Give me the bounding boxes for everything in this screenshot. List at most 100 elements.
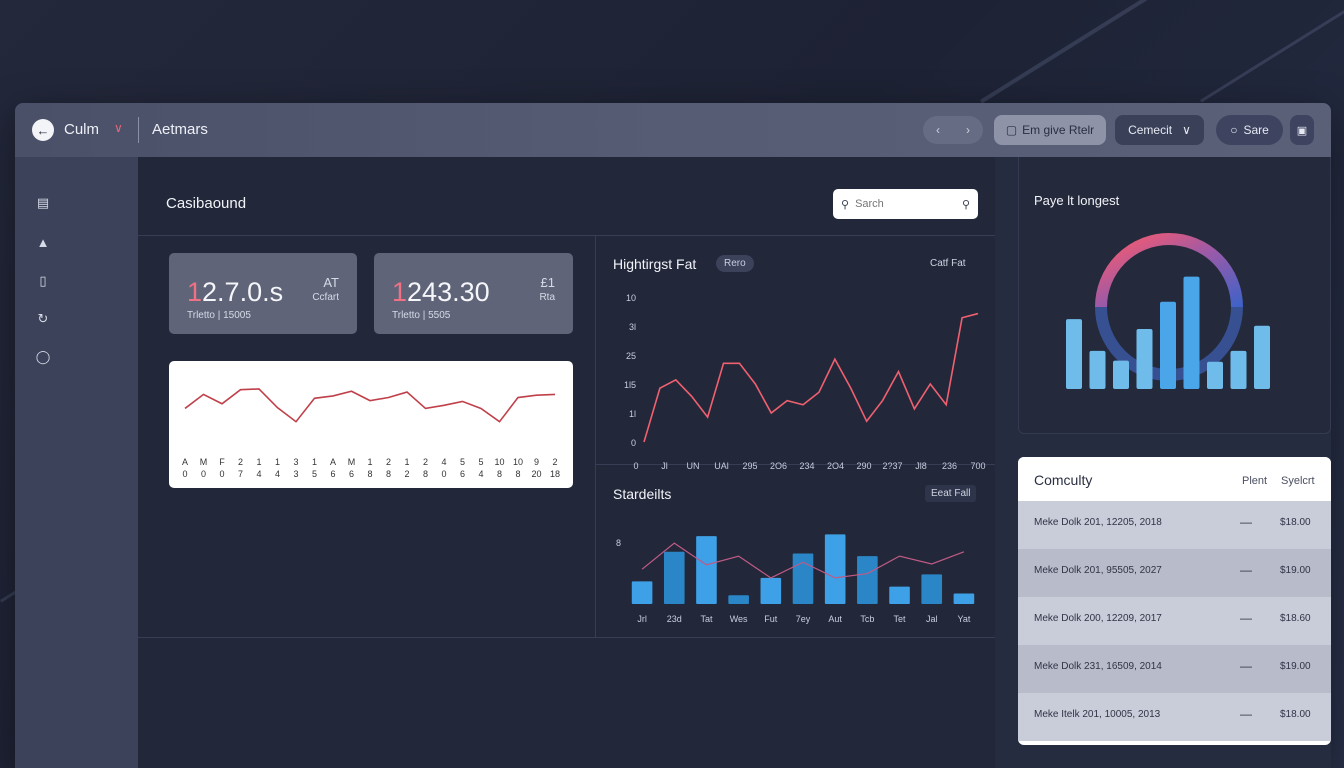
y-tick-label: 0 <box>631 438 636 448</box>
x-tick-label: Tcb <box>860 614 874 624</box>
gauge-ring <box>1095 233 1243 308</box>
y-tick-label: 1l5 <box>624 380 636 390</box>
bar <box>921 574 943 604</box>
x-tick-label: 290 <box>856 461 871 471</box>
tick-label: F <box>219 457 225 467</box>
tick-label: 0 <box>441 469 446 479</box>
x-tick-label: 0 <box>633 461 638 471</box>
divider <box>138 637 995 638</box>
x-tick-label: Jrl <box>637 614 647 624</box>
stat-card[interactable]: 1243.30 £1 Rta Trletto | 5505 <box>374 253 573 334</box>
x-tick-label: Jal <box>926 614 938 624</box>
row-name: Meke Dolk 201, 12205, 2018 <box>1034 517 1162 528</box>
tick-label: 5 <box>460 457 465 467</box>
tick-label: 4 <box>256 469 261 479</box>
gauge-bar-chart <box>1066 233 1270 389</box>
search-icon: ⚲ <box>841 198 850 211</box>
table-row[interactable]: Meke Itelk 201, 10005, 2013 — $18.00 <box>1018 693 1331 741</box>
table-row[interactable]: Meke Dolk 201, 95505, 2027 — $19.00 <box>1018 549 1331 597</box>
tick-label: 1 <box>256 457 261 467</box>
tick-label: 5 <box>478 457 483 467</box>
table-row[interactable]: Meke Dolk 231, 16509, 2014 — $19.00 <box>1018 645 1331 693</box>
series-line <box>184 388 556 423</box>
panel-link[interactable]: Eeat Fall <box>925 485 977 502</box>
x-tick-label: UAl <box>714 461 729 471</box>
tick-label: 2 <box>404 469 409 479</box>
stat-value: 1243.30 <box>392 277 490 307</box>
inbox-icon[interactable]: ▲ <box>36 234 50 250</box>
x-tick-label: UN <box>687 461 700 471</box>
bar <box>953 593 975 604</box>
series-line <box>641 542 965 579</box>
bar <box>792 553 814 604</box>
y-tick-label: 8 <box>616 538 621 548</box>
stat-card[interactable]: 12.7.0.s AT Ccfart Trletto | 15005 <box>169 253 357 334</box>
tick-label: 2 <box>386 457 391 467</box>
panel-title: Stardeilts <box>613 486 672 502</box>
tick-label: 8 <box>367 469 372 479</box>
x-tick-label: 2O4 <box>827 461 844 471</box>
filter-chip[interactable]: Rero <box>716 255 754 272</box>
column-header[interactable]: Plent <box>1242 475 1268 487</box>
table-row[interactable]: Meke Dolk 201, 12205, 2018 — $18.00 <box>1018 501 1331 549</box>
chevron-left-icon[interactable]: ‹ <box>936 123 940 137</box>
tick-label: 1 <box>404 457 409 467</box>
row-amount: $18.00 <box>1280 709 1311 720</box>
tick-label: 8 <box>497 469 502 479</box>
bar <box>631 581 653 604</box>
table-title: Comculty <box>1034 472 1093 488</box>
chevron-down-icon: ∨ <box>1182 123 1191 137</box>
refresh-icon[interactable]: ↻ <box>37 311 49 326</box>
divider <box>595 235 596 638</box>
tick-label: A <box>182 457 188 467</box>
row-amount: $18.00 <box>1280 517 1311 528</box>
connect-dropdown[interactable]: Cemecit ∨ <box>1115 115 1204 145</box>
tick-label: 0 <box>182 469 187 479</box>
bar <box>1207 361 1223 389</box>
background-stripe <box>1200 4 1344 103</box>
y-tick-label: 3l <box>629 322 636 332</box>
chevron-down-icon[interactable]: ∨ <box>114 121 123 135</box>
bar <box>760 577 782 604</box>
workspace-name[interactable]: Aetmars <box>152 121 208 138</box>
document-icon[interactable]: ▤ <box>36 195 50 210</box>
titlebar: ← Culm ∨ Aetmars ‹ › ▢ Em give Rtelr Cem… <box>15 103 1331 157</box>
bar <box>1183 276 1200 389</box>
save-button[interactable]: ○ Sare <box>1216 115 1283 145</box>
tick-label: A <box>330 457 336 467</box>
background-stripe <box>980 0 1178 104</box>
tick-label: 0 <box>201 469 206 479</box>
chevron-right-icon[interactable]: › <box>966 123 970 137</box>
tick-label: 6 <box>330 469 335 479</box>
file-icon[interactable]: ▯ <box>39 273 47 288</box>
lock-icon[interactable]: ▣ <box>1290 115 1314 145</box>
search-icon[interactable]: ⚲ <box>961 198 970 211</box>
row-name: Meke Itelk 201, 10005, 2013 <box>1034 709 1161 720</box>
chat-icon[interactable]: ◯ <box>35 349 51 364</box>
bar <box>1136 329 1153 389</box>
tick-label: 1 <box>275 457 280 467</box>
x-tick-label: Fut <box>764 614 778 624</box>
panel-title: Paye lt longest <box>1034 193 1120 208</box>
trend-line-chart: A M F 2 1 1 3 1 A M 1 2 1 2 4 5 5 10 10 9 20 0 0 7 4 4 3 5 6 6 8 8 2 8 0 6 4… <box>182 388 560 479</box>
table-row[interactable]: Meke Dolk 200, 12209, 2017 — $18.60 <box>1018 597 1331 645</box>
x-tick-label: 7ey <box>796 614 811 624</box>
x-tick-label: Jl8 <box>915 461 927 471</box>
tick-label: 4 <box>441 457 446 467</box>
app-name[interactable]: Culm <box>64 121 100 138</box>
tick-label: 8 <box>515 469 520 479</box>
search-input[interactable] <box>855 198 962 210</box>
stat-tag: £1 Rta <box>539 275 555 303</box>
panel-link[interactable]: Catf Fat <box>930 258 966 269</box>
column-header[interactable]: Syelcrt <box>1281 475 1315 487</box>
tick-label: 6 <box>349 469 354 479</box>
bar <box>1254 325 1270 389</box>
divider <box>138 235 995 236</box>
search-box[interactable]: ⚲ ⚲ <box>833 189 978 219</box>
x-tick-label: Wes <box>730 614 748 624</box>
y-tick-label: 25 <box>626 351 636 361</box>
back-arrow-icon[interactable]: ← <box>32 119 54 141</box>
row-amount: $18.60 <box>1280 613 1311 624</box>
empty-button[interactable]: ▢ Em give Rtelr <box>994 115 1106 145</box>
bar <box>1230 350 1247 389</box>
